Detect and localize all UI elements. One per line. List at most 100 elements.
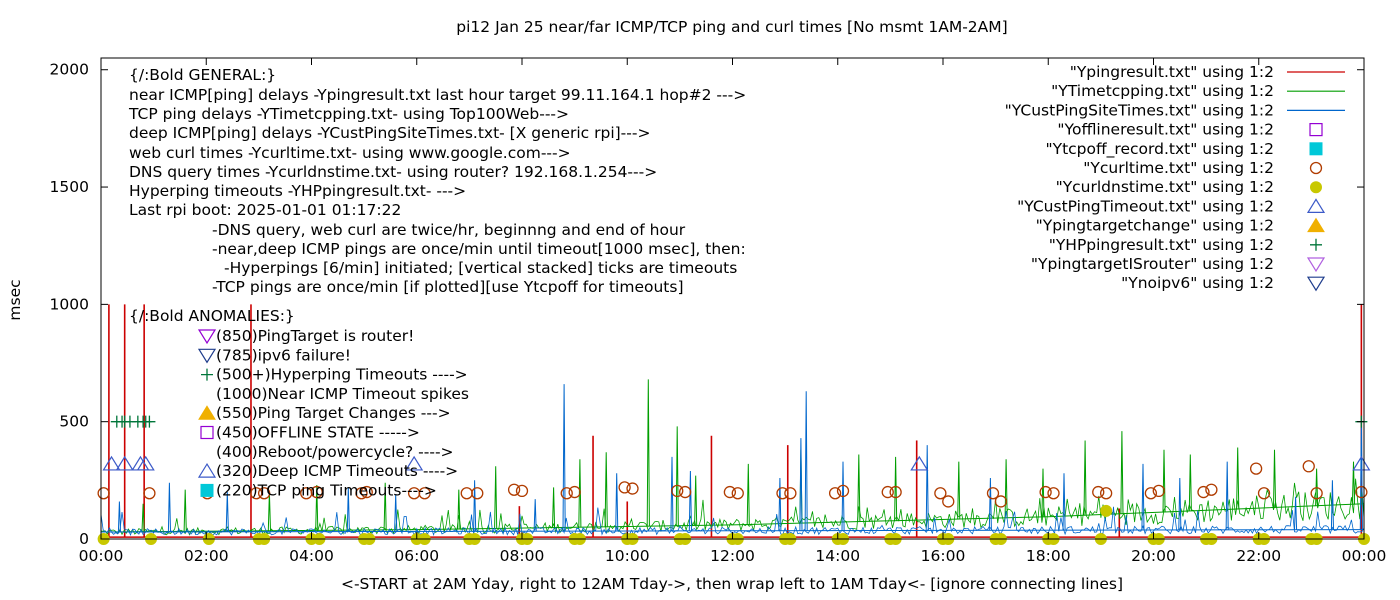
annotation-marker <box>197 329 217 345</box>
series-spike <box>1041 468 1045 517</box>
series-trend <box>100 529 1365 533</box>
data-point <box>889 485 902 499</box>
legend-label: "Ytcpoff_record.txt" using 1:2 <box>1045 140 1274 159</box>
series-spike <box>804 391 808 531</box>
data-point <box>836 484 850 498</box>
series-spike <box>1236 447 1240 510</box>
legend: "Ypingresult.txt" using 1:2"YTimetcpping… <box>1005 63 1345 292</box>
series-spike <box>1178 477 1182 531</box>
legend-label: "YHPpingresult.txt" using 1:2 <box>1049 236 1274 254</box>
series-spike <box>688 470 692 531</box>
annotation-anomaly-line: (1000)Near ICMP Timeout spikes <box>216 385 469 403</box>
series-spike <box>857 454 861 522</box>
x-tick-label: 00:00 <box>79 547 124 565</box>
data-point <box>776 487 789 500</box>
annotation-anomaly-line: (450)OFFLINE STATE -----> <box>216 424 420 442</box>
data-point <box>618 481 631 494</box>
series-spike <box>578 459 582 528</box>
annotation-marker <box>200 425 214 440</box>
legend-marker <box>1309 142 1323 156</box>
series-spike <box>473 480 477 532</box>
annotation-anomaly-line: (785)ipv6 failure! <box>216 346 351 364</box>
data-point <box>881 485 894 499</box>
legend-label: "Ypingtargetchange" using 1:2 <box>1036 217 1274 235</box>
legend-label: "Yofflineresult.txt" using 1:2 <box>1057 121 1274 139</box>
annotation-anomaly-line: (400)Reboot/powercycle? ----> <box>216 443 454 461</box>
legend-label: "Ypingresult.txt" using 1:2 <box>1070 63 1274 81</box>
series-spike <box>1330 480 1334 530</box>
series-spike <box>799 438 803 531</box>
data-point <box>418 487 431 500</box>
annotation-marker <box>201 368 213 381</box>
annotation-marker <box>197 462 217 478</box>
legend-label: "Ycurldnstime.txt" using 1:2 <box>1056 178 1274 196</box>
data-point <box>355 487 368 500</box>
legend-label: "YpingtargetISrouter" using 1:2 <box>1031 255 1274 273</box>
data-point <box>405 455 424 471</box>
series-spike <box>1351 461 1355 505</box>
series-spike <box>778 477 782 531</box>
data-point <box>671 484 684 498</box>
series-trend <box>100 503 1365 533</box>
legend-marker <box>1306 276 1326 292</box>
series-spike <box>670 456 674 531</box>
data-point <box>310 485 323 499</box>
annotation-anomaly-line: (320)Deep ICMP Timeouts ----> <box>216 462 458 480</box>
legend-marker <box>1307 217 1325 233</box>
series-spike <box>457 489 461 530</box>
series-spike <box>694 475 698 526</box>
series-3 <box>97 460 1368 508</box>
data-point <box>1197 485 1210 499</box>
annotations: {/:Bold GENERAL:} near ICMP[ping] delays … <box>128 66 746 499</box>
data-point <box>257 487 271 500</box>
data-point <box>1257 487 1271 500</box>
annotation-general-line: -TCP pings are once/min [if plotted][use… <box>212 278 684 296</box>
series-spike <box>615 473 619 532</box>
series-spike <box>604 452 608 527</box>
x-axis-label: <-START at 2AM Yday, right to 12AM Tday-… <box>341 575 1123 593</box>
annotation-anomaly-line: (220)TCP ping Timeouts----> <box>216 481 437 499</box>
data-point <box>1047 487 1060 500</box>
data-point <box>1249 462 1263 475</box>
x-tick-label: 04:00 <box>289 547 334 565</box>
data-point <box>1302 460 1315 473</box>
data-point <box>102 455 121 471</box>
data-point <box>1099 487 1113 500</box>
x-tick-label: 08:00 <box>500 547 545 565</box>
series-spike <box>957 461 961 520</box>
series-spike <box>1294 496 1298 530</box>
legend-label: "YTimetcpping.txt" using 1:2 <box>1051 82 1274 100</box>
annotation-general-line: -Hyperpings [6/min] initiated; [vertical… <box>224 259 737 277</box>
data-point <box>626 482 639 495</box>
data-point <box>723 485 737 499</box>
legend-marker <box>1306 257 1326 273</box>
y-tick-label: 1000 <box>50 295 89 313</box>
series-spike <box>394 494 398 532</box>
annotation-general-line: DNS query times -Ycurldnstime.txt- using… <box>129 163 657 181</box>
x-tick-label: 20:00 <box>1131 547 1176 565</box>
data-point <box>934 487 947 500</box>
data-point <box>97 487 110 500</box>
series-spike <box>1141 463 1145 531</box>
annotation-general-line: -DNS query, web curl are twice/hr, begin… <box>212 221 686 239</box>
annotation-general-line: TCP ping delays -YTimetcpping.txt- using… <box>128 105 569 123</box>
data-point <box>1355 485 1368 499</box>
data-point <box>1205 483 1218 496</box>
data-point <box>942 495 955 508</box>
x-tick-label: 02:00 <box>184 547 229 565</box>
series-spike <box>167 482 171 532</box>
y-tick-label: 0 <box>79 530 89 548</box>
data-point <box>1310 487 1323 500</box>
data-point <box>560 487 573 500</box>
data-point <box>115 455 134 471</box>
x-tick-label: 16:00 <box>921 547 966 565</box>
series-spike <box>894 456 898 521</box>
annotation-anomaly-line: (850)PingTarget is router! <box>216 327 414 345</box>
annotation-anomaly-line: (550)Ping Target Changes ---> <box>216 404 451 422</box>
y-tick-label: 2000 <box>50 61 89 79</box>
data-point <box>784 487 797 500</box>
y-tick-label: 500 <box>59 413 89 431</box>
annotation-marker <box>197 348 217 364</box>
series-spike <box>117 501 121 532</box>
